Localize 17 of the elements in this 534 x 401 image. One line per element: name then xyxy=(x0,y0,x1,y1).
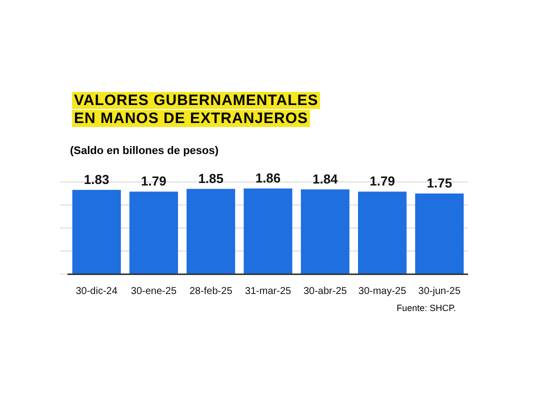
x-tick-label: 30-may-25 xyxy=(358,286,407,297)
x-tick-label: 30-dic-24 xyxy=(76,286,118,297)
chart-subtitle: (Saldo en billones de pesos) xyxy=(70,145,219,157)
data-label: 1.79 xyxy=(141,174,166,189)
x-tick-label: 30-abr-25 xyxy=(303,286,348,297)
x-tick-label: 28-feb-25 xyxy=(189,286,233,297)
chart-title: VALORES GUBERNAMENTALES EN MANOS DE EXTRANJEROS xyxy=(73,92,320,127)
x-tick-label: 30-ene-25 xyxy=(130,286,177,297)
data-label: 1.83 xyxy=(84,172,110,187)
x-tick-label: 31-mar-25 xyxy=(244,286,292,297)
data-label: 1.75 xyxy=(426,176,452,191)
source-note: Fuente: SHCP. xyxy=(396,303,456,313)
data-label: 1.84 xyxy=(312,171,339,186)
data-label: 1.86 xyxy=(255,170,281,186)
x-tick-label: 30-jun-25 xyxy=(418,286,461,297)
data-label: 1.85 xyxy=(198,170,224,186)
data-label: 1.79 xyxy=(370,174,395,189)
